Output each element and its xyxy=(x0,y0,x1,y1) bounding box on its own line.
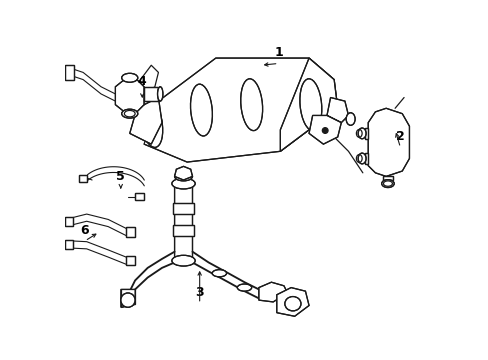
Text: 3: 3 xyxy=(195,287,203,300)
Text: 2: 2 xyxy=(395,130,404,144)
Ellipse shape xyxy=(357,128,366,139)
Text: 5: 5 xyxy=(116,170,125,183)
Ellipse shape xyxy=(237,284,251,291)
Text: 1: 1 xyxy=(274,46,283,59)
Ellipse shape xyxy=(174,172,192,181)
Ellipse shape xyxy=(381,180,393,188)
Polygon shape xyxy=(364,128,367,139)
Polygon shape xyxy=(121,289,135,307)
Ellipse shape xyxy=(285,297,301,311)
Text: 4: 4 xyxy=(138,75,146,88)
Polygon shape xyxy=(65,240,73,249)
Ellipse shape xyxy=(212,270,226,277)
Ellipse shape xyxy=(357,153,366,164)
Ellipse shape xyxy=(122,73,138,82)
Ellipse shape xyxy=(190,84,212,136)
Polygon shape xyxy=(126,256,135,265)
Polygon shape xyxy=(172,225,194,235)
Ellipse shape xyxy=(171,178,195,189)
Polygon shape xyxy=(79,175,87,182)
Polygon shape xyxy=(174,184,192,262)
Ellipse shape xyxy=(122,109,138,118)
Ellipse shape xyxy=(299,79,321,131)
Polygon shape xyxy=(65,217,73,226)
Polygon shape xyxy=(382,176,392,180)
Polygon shape xyxy=(308,116,341,144)
Polygon shape xyxy=(115,80,144,112)
Polygon shape xyxy=(326,98,348,123)
Circle shape xyxy=(322,128,327,134)
Polygon shape xyxy=(144,58,337,162)
Ellipse shape xyxy=(346,113,354,125)
Polygon shape xyxy=(280,58,337,151)
Polygon shape xyxy=(367,108,408,176)
Polygon shape xyxy=(364,153,367,164)
Polygon shape xyxy=(129,98,162,144)
Polygon shape xyxy=(172,203,194,214)
Ellipse shape xyxy=(240,79,262,131)
Polygon shape xyxy=(174,166,192,180)
Ellipse shape xyxy=(157,87,163,101)
Ellipse shape xyxy=(121,293,135,307)
Ellipse shape xyxy=(140,98,163,147)
Ellipse shape xyxy=(171,255,195,266)
Polygon shape xyxy=(258,282,287,302)
Text: 6: 6 xyxy=(81,224,89,237)
Polygon shape xyxy=(65,65,74,80)
Polygon shape xyxy=(144,87,158,101)
Polygon shape xyxy=(276,288,308,316)
Polygon shape xyxy=(126,227,135,237)
Polygon shape xyxy=(135,193,144,200)
